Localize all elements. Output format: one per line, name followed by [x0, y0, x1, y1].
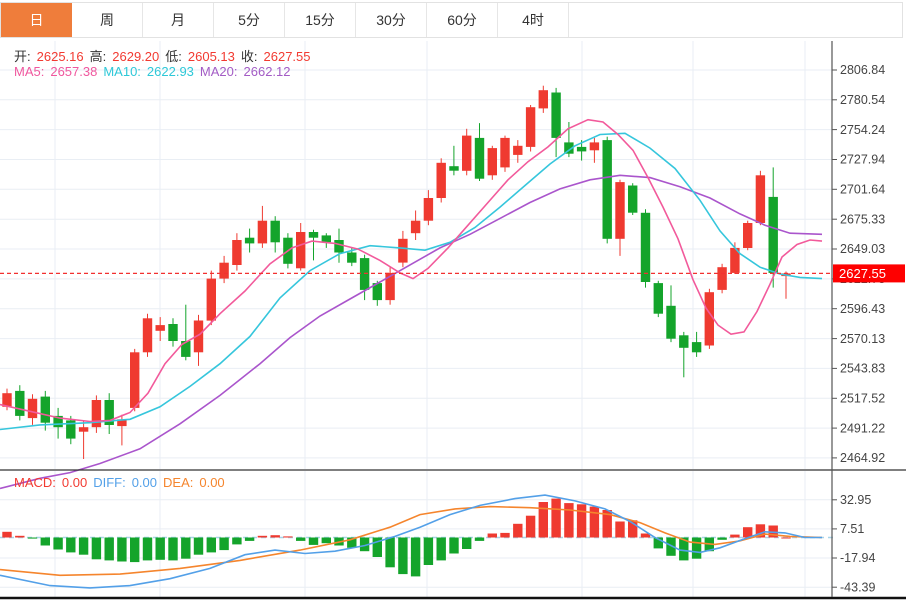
macd-info-row: MACD: 0.00 DIFF: 0.00 DEA: 0.00: [14, 475, 231, 490]
info.ohlc-label: 低:: [165, 49, 182, 64]
macd-tick-label: 7.51: [840, 522, 864, 536]
info.ohlc-value: 2629.20: [112, 49, 160, 64]
price-tick-label: 2596.43: [840, 302, 885, 316]
info.ma-label: MA10:: [103, 64, 141, 79]
info.ohlc-label: 高:: [89, 49, 107, 64]
info.ma-label: MA5:: [14, 64, 45, 79]
tab-4hour[interactable]: 4时: [498, 3, 569, 37]
price-tick-label: 2570.13: [840, 332, 885, 346]
dea-line: [0, 505, 823, 577]
ohlc-info-row: 开: 2625.16 高: 2629.20 低: 2605.13 收: 2627.55: [14, 46, 317, 65]
macd-value: 0.00: [131, 475, 158, 490]
tab-week[interactable]: 周: [72, 3, 143, 37]
info.ma-value: 2622.93: [146, 64, 194, 79]
tab-30min[interactable]: 30分: [356, 3, 427, 37]
macd-axis: 32.95 7.51 -17.94 -43.39: [832, 493, 875, 594]
candlestick-chart[interactable]: 2806.84 2780.54 2754.24 2727.94 2701.64 2675.…: [0, 40, 906, 602]
candles: [2, 85, 791, 459]
price-tick-label: 2754.24: [840, 123, 885, 137]
tab-day[interactable]: 日: [1, 3, 72, 37]
current-price-label: 2627.55: [839, 266, 886, 281]
macd-label: MACD:: [14, 475, 56, 490]
price-axis: 2806.84 2780.54 2754.24 2727.94 2701.64 2675.…: [832, 63, 885, 465]
macd-label: DIFF:: [93, 475, 126, 490]
info.ohlc-value: 2605.13: [187, 49, 235, 64]
price-tick-label: 2491.22: [840, 421, 885, 435]
info.ohlc-value: 2625.16: [36, 49, 84, 64]
info.ma-label: MA20:: [199, 64, 238, 79]
macd-tick-label: 32.95: [840, 493, 871, 507]
tab-60min[interactable]: 60分: [427, 3, 498, 37]
macd-label: DEA:: [163, 475, 194, 490]
tab-5min[interactable]: 5分: [214, 3, 285, 37]
macd-histogram: [2, 498, 791, 577]
timeframe-toolbar: 日周月 5分 15分 30分 60分 4时: [0, 2, 903, 38]
info.ohlc-label: 开:: [14, 49, 31, 64]
info.ma-value: 2662.12: [243, 64, 291, 79]
price-tick-label: 2701.64: [840, 183, 885, 197]
macd-tick-label: -17.94: [840, 551, 875, 565]
price-tick-label: 2806.84: [840, 63, 885, 77]
price-tick-label: 2675.33: [840, 212, 885, 226]
macd-value: 0.00: [199, 475, 225, 490]
ma5-line: [0, 118, 823, 423]
price-tick-label: 2649.03: [840, 242, 885, 256]
price-tick-label: 2780.54: [840, 93, 885, 107]
ma10-line: [0, 132, 823, 431]
macd-value: 0.00: [61, 475, 88, 490]
price-tick-label: 2543.83: [840, 362, 885, 376]
tab-month[interactable]: 月: [143, 3, 214, 37]
diff-line: [0, 494, 822, 589]
info.ohlc-value: 2627.55: [263, 49, 311, 64]
info.ma-value: 2657.38: [50, 64, 98, 79]
current-price-tag: 2627.55: [833, 264, 905, 283]
ma20-line: [0, 174, 823, 490]
price-tick-label: 2464.92: [840, 451, 885, 465]
info.ohlc-label: 收:: [240, 49, 258, 64]
tab-15min[interactable]: 15分: [285, 3, 356, 37]
price-tick-label: 2727.94: [840, 153, 885, 167]
macd-tick-label: -43.39: [840, 580, 875, 594]
ma-info-row: MA5: 2657.38 MA10: 2622.93 MA20: 2662.12: [14, 64, 297, 79]
price-tick-label: 2517.52: [840, 392, 885, 406]
